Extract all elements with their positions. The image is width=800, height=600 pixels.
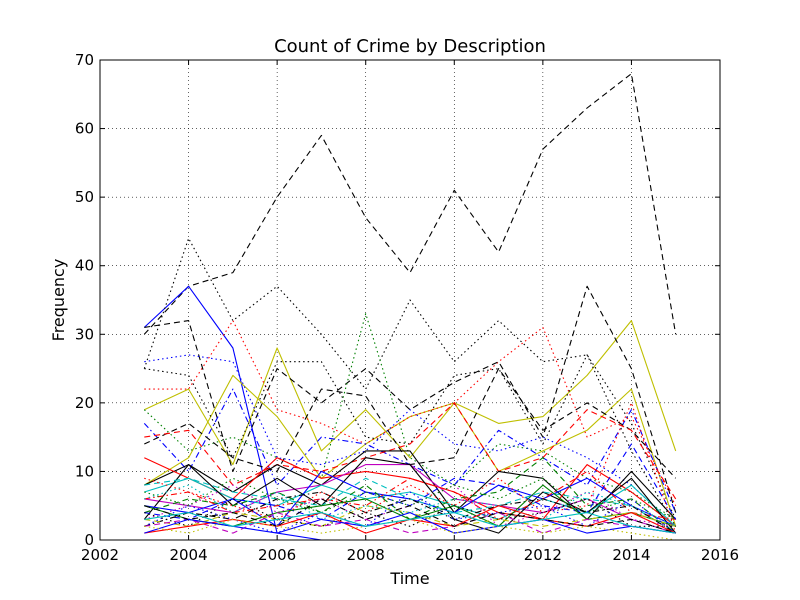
y-tick-label: 60 bbox=[75, 120, 94, 138]
y-tick-label: 40 bbox=[75, 257, 94, 275]
x-tick-label: 2016 bbox=[701, 546, 739, 564]
x-tick-label: 2006 bbox=[258, 546, 296, 564]
plot-frame bbox=[99, 59, 721, 541]
x-tick-label: 2002 bbox=[81, 546, 119, 564]
series-line-21 bbox=[144, 470, 676, 520]
series-line-38 bbox=[144, 512, 676, 534]
series-line-10 bbox=[144, 354, 677, 527]
series-line-30 bbox=[144, 498, 676, 527]
series-line-32 bbox=[144, 512, 676, 534]
series-line-5 bbox=[144, 374, 677, 527]
y-tick-label: 10 bbox=[75, 462, 94, 480]
y-tick-label: 50 bbox=[75, 188, 94, 206]
series-line-3 bbox=[143, 237, 677, 520]
series-line-9 bbox=[144, 354, 677, 527]
x-tick-label: 2012 bbox=[524, 546, 562, 564]
series-line-1 bbox=[143, 73, 677, 335]
series-group bbox=[143, 73, 677, 541]
x-tick-label: 2010 bbox=[435, 546, 473, 564]
x-tick-label: 2014 bbox=[612, 546, 650, 564]
series-line-36 bbox=[144, 498, 676, 534]
chart-title: Count of Crime by Description bbox=[274, 36, 546, 57]
series-line-4 bbox=[144, 320, 677, 466]
y-tick-label: 70 bbox=[75, 51, 94, 69]
series-line-7 bbox=[144, 285, 677, 513]
x-axis-label: Time bbox=[389, 569, 429, 588]
x-tick-label: 2008 bbox=[347, 546, 385, 564]
y-tick-label: 0 bbox=[84, 531, 94, 549]
y-tick-label: 30 bbox=[75, 325, 94, 343]
series-line-6 bbox=[144, 320, 677, 506]
y-tick-label: 20 bbox=[75, 394, 94, 412]
x-tick-label: 2004 bbox=[169, 546, 207, 564]
tick-group: 2002 2004 2006 2008 2010 2012 2014 2016 0 10 20 30 4… bbox=[75, 51, 739, 564]
y-axis-label: Frequency bbox=[49, 259, 68, 342]
